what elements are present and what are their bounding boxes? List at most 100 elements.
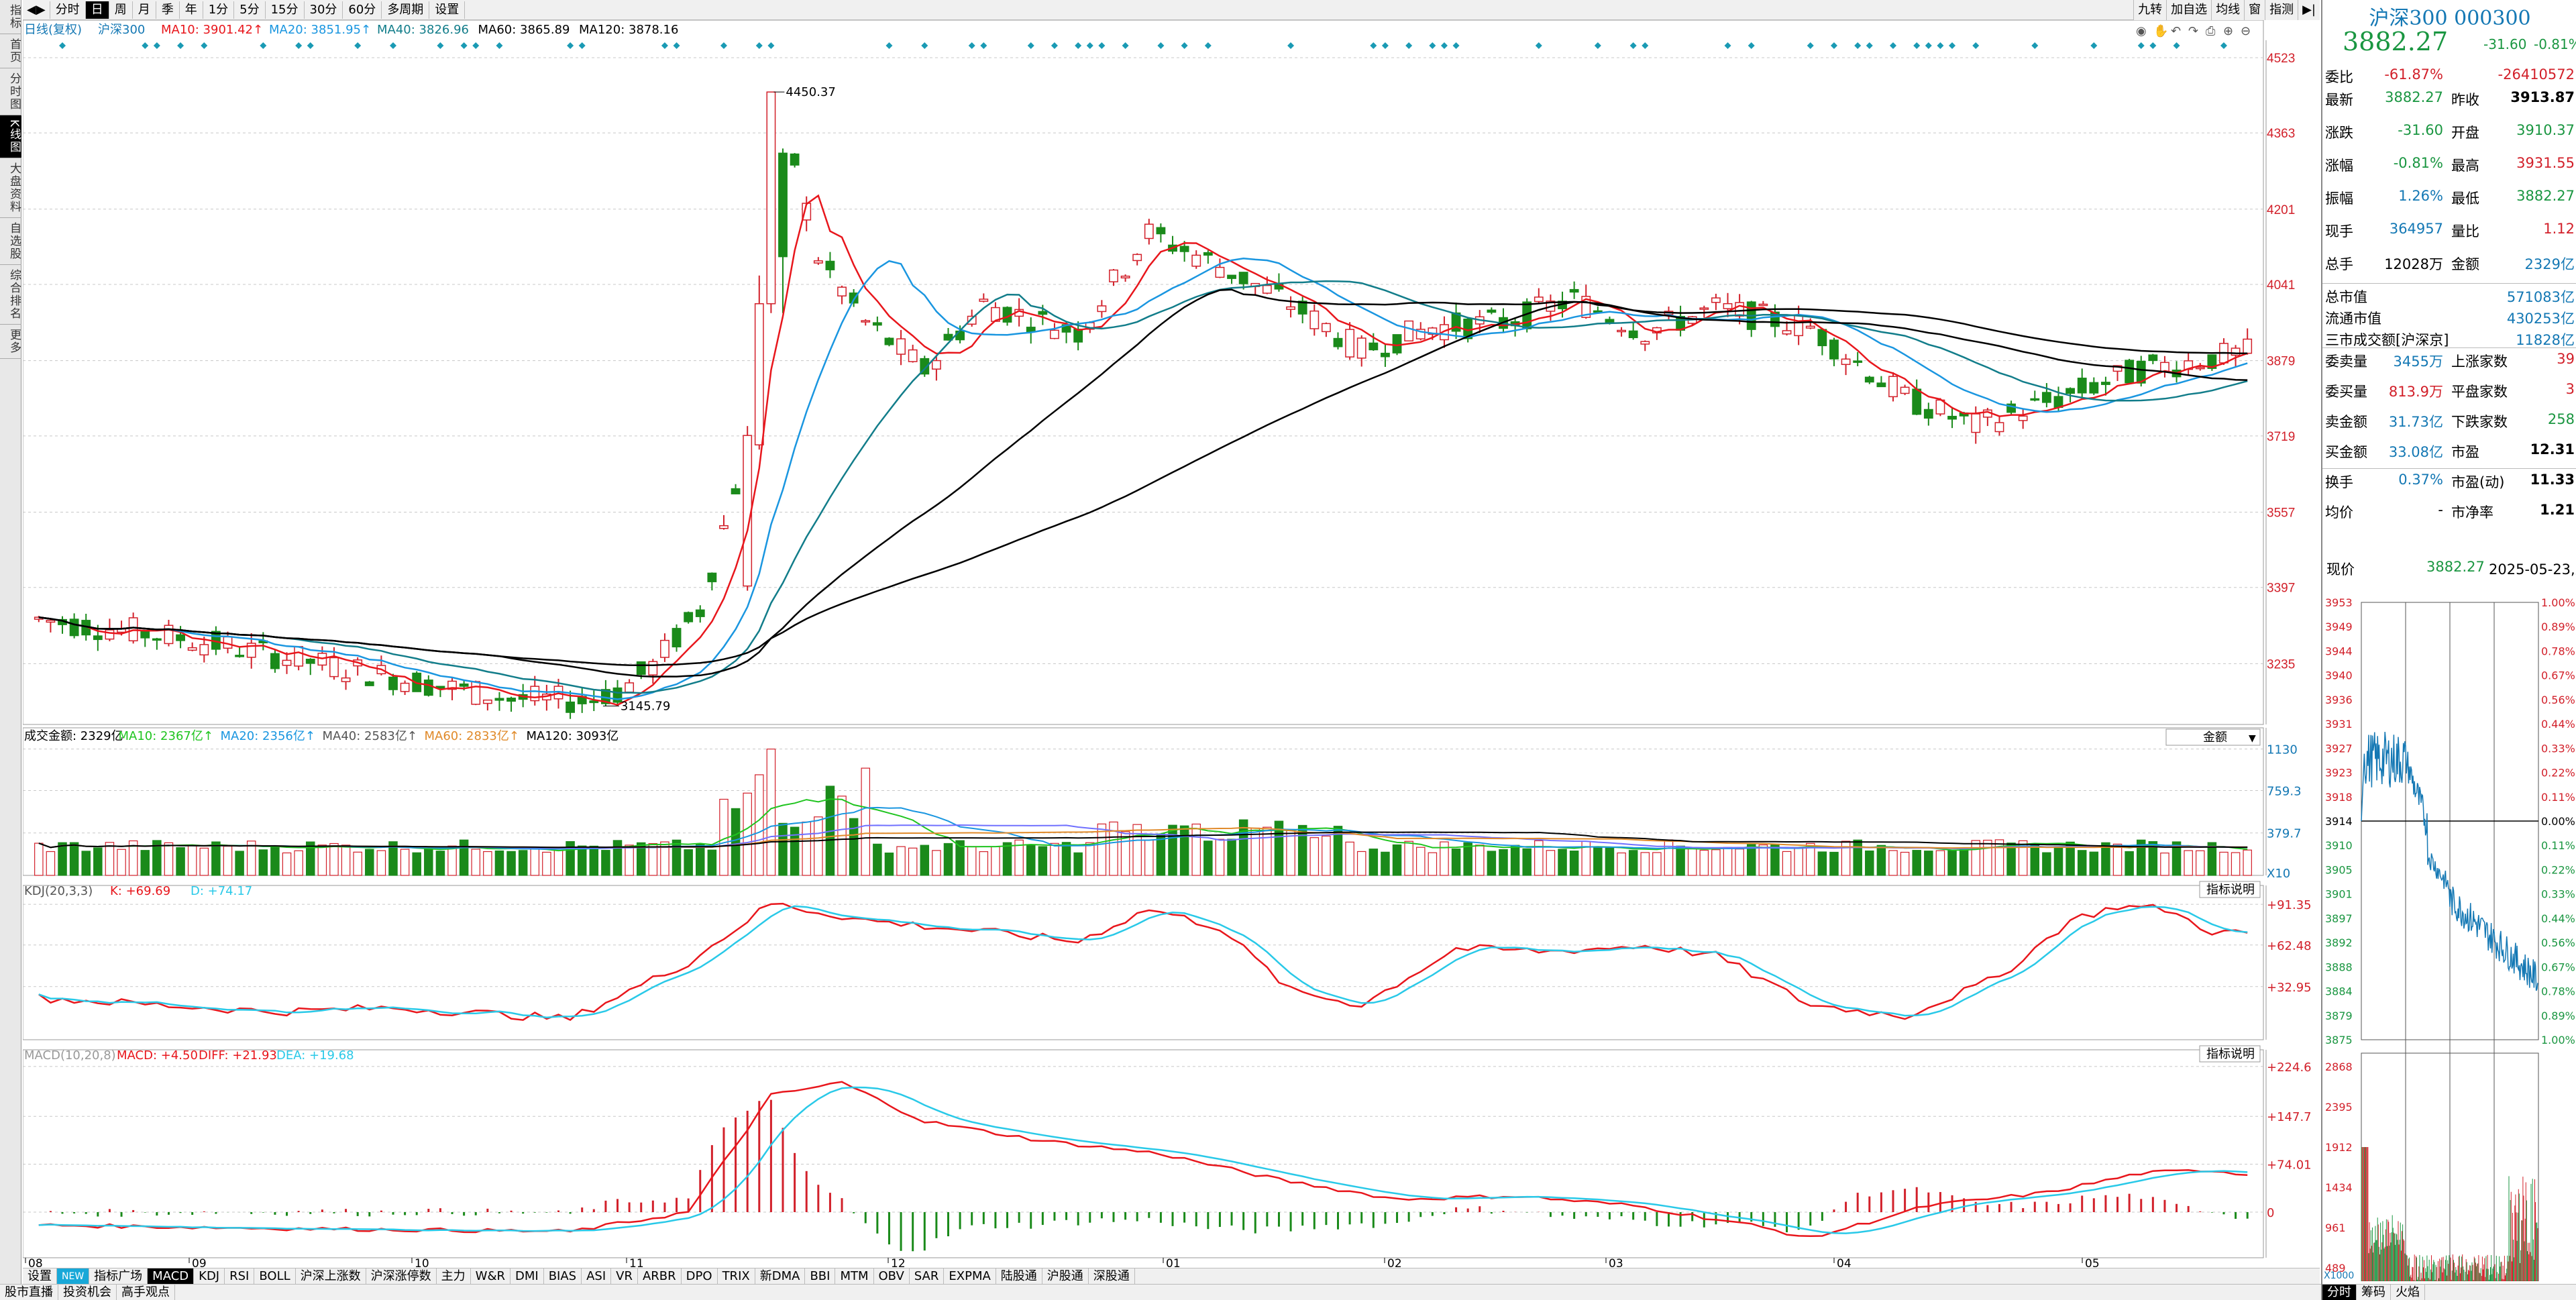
volume-bar — [1203, 841, 1213, 876]
month-label: 09 — [192, 1257, 207, 1268]
intraday-mini-chart[interactable]: 3953 1.00% 3949 0.89% 3944 0.78% 3940 0.67% 3936… — [2322, 584, 2576, 1281]
period-tab-7[interactable]: 5分 — [234, 1, 266, 19]
signal-diamond-icon — [1925, 42, 1932, 49]
period-tab-4[interactable]: 季 — [156, 1, 180, 19]
period-tab-6[interactable]: 1分 — [203, 1, 235, 19]
candle-body — [1144, 223, 1154, 239]
volume-bar — [1392, 844, 1402, 876]
indicator-tab-4[interactable]: KDJ — [194, 1268, 225, 1285]
indicator-tab-2[interactable]: 指标广场 — [89, 1268, 148, 1285]
kline-chart-area[interactable]: 4523 4363 4201 4041 3879 3719 3557 3397 3235 4450… — [23, 20, 2320, 1268]
top-right-button-0[interactable]: 九转 — [2133, 0, 2167, 20]
kline-chart-svg[interactable]: 4523 4363 4201 4041 3879 3719 3557 3397 3235 4450… — [23, 20, 2320, 1268]
top-right-button-2[interactable]: 均线 — [2211, 0, 2245, 20]
ma40-line — [38, 280, 2248, 694]
quote-panel: 沪深300 000300 3882.27 -31.60 -0.81% 委比 -61… — [2321, 0, 2576, 1300]
period-tab-0[interactable]: 分时 — [50, 1, 86, 19]
indicator-tab-18[interactable]: 新DMA — [755, 1268, 806, 1285]
indicator-tab-26[interactable]: 深股通 — [1089, 1268, 1135, 1285]
signal-diamond-icon — [1594, 42, 1601, 49]
indicator-tab-13[interactable]: ASI — [582, 1268, 612, 1285]
ma-legend-5: MA60: 3865.89 — [478, 23, 570, 37]
bottom-info-tab-2[interactable]: 高手观点 — [117, 1285, 175, 1300]
volume-bar — [1415, 847, 1426, 876]
indicator-tab-7[interactable]: 沪深上涨数 — [296, 1268, 366, 1285]
mini-tab-1[interactable]: 筹码 — [2357, 1285, 2391, 1300]
volume-bar — [376, 850, 386, 876]
period-tab-2[interactable]: 周 — [109, 1, 133, 19]
volume-bar — [34, 843, 44, 876]
indicator-tab-5[interactable]: RSI — [225, 1268, 255, 1285]
sidebar-item-1[interactable]: 首页 — [0, 34, 21, 68]
indicator-tab-25[interactable]: 沪股通 — [1042, 1268, 1089, 1285]
bottom-info-tab-0[interactable]: 股市直播 — [0, 1285, 58, 1300]
period-tab-10[interactable]: 60分 — [343, 1, 382, 19]
top-right-button-4[interactable]: 指测 — [2265, 0, 2298, 20]
candle-body — [979, 299, 989, 302]
quote-value: 430253亿 — [2506, 311, 2575, 327]
volume-bar — [152, 840, 162, 876]
mini-tab-2[interactable]: 火焰 — [2391, 1285, 2425, 1300]
period-tab-11[interactable]: 多周期 — [382, 1, 430, 19]
indicator-tab-22[interactable]: SAR — [910, 1268, 945, 1285]
indicator-tab-11[interactable]: DMI — [511, 1268, 544, 1285]
sidebar-item-3[interactable]: K线图 — [0, 115, 21, 159]
indicator-tab-15[interactable]: ARBR — [638, 1268, 682, 1285]
indicator-tab-8[interactable]: 沪深涨停数 — [366, 1268, 437, 1285]
indicator-tab-20[interactable]: MTM — [835, 1268, 874, 1285]
volume-bar — [1499, 849, 1508, 876]
kdj-legend-k: K: +69.69 — [110, 884, 170, 898]
price-axis-label: 3235 — [2267, 657, 2295, 671]
indicator-tab-21[interactable]: OBV — [874, 1268, 910, 1285]
indicator-tab-9[interactable]: 主力 — [437, 1268, 471, 1285]
vol-legend-1: MA10: 2367亿↑ — [119, 729, 213, 743]
indicator-tab-12[interactable]: BIAS — [544, 1268, 582, 1285]
period-tab-8[interactable]: 15分 — [266, 1, 305, 19]
indicator-tab-14[interactable]: VR — [611, 1268, 638, 1285]
indicator-tab-23[interactable]: EXPMA — [944, 1268, 996, 1285]
indicator-tab-24[interactable]: 陆股通 — [996, 1268, 1042, 1285]
sidebar-item-2[interactable]: 分时图 — [0, 68, 21, 115]
volume-bar — [1522, 848, 1532, 876]
volume-bar — [1250, 827, 1260, 876]
candle-body — [2077, 378, 2087, 394]
period-tab-9[interactable]: 30分 — [305, 1, 343, 19]
sidebar-item-5[interactable]: 自选股 — [0, 218, 21, 266]
volume-bar — [1002, 842, 1012, 876]
volume-bar — [695, 844, 705, 876]
indicator-tab-17[interactable]: TRIX — [718, 1268, 755, 1285]
indicator-tab-19[interactable]: BBI — [805, 1268, 836, 1285]
indicator-tab-0[interactable]: 设置 — [23, 1268, 57, 1285]
sidebar-item-6[interactable]: 综合排名 — [0, 265, 21, 325]
indicator-tab-3[interactable]: MACD — [148, 1268, 195, 1285]
sidebar-item-0[interactable]: 指标 — [0, 0, 21, 34]
bottom-info-tab-1[interactable]: 投资机会 — [58, 1285, 117, 1300]
period-tab-5[interactable]: 年 — [180, 1, 203, 19]
next-arrow-icon[interactable]: ▶| — [2298, 0, 2320, 20]
sidebar-item-7[interactable]: 更多 — [0, 325, 21, 360]
indicator-tab-1[interactable]: NEW — [57, 1268, 90, 1285]
candle-body — [1853, 360, 1863, 363]
candle-body — [1534, 296, 1544, 303]
candle-body — [1569, 288, 1579, 293]
prev-arrow-icon[interactable]: ◀▶ — [23, 1, 50, 19]
mini-left-axis-label: 3940 — [2325, 669, 2353, 682]
volume-bar — [932, 850, 941, 876]
price-axis-label: 3397 — [2267, 582, 2295, 596]
volume-bar — [1983, 839, 1992, 876]
indicator-tab-6[interactable]: BOLL — [254, 1268, 296, 1285]
quote-row: 三市成交额[沪深京] 11828亿 — [2322, 327, 2576, 348]
top-right-button-3[interactable]: 窗 — [2244, 0, 2265, 20]
top-right-button-1[interactable]: 加自选 — [2166, 0, 2212, 20]
signal-diamond-icon — [1629, 42, 1637, 49]
indicator-tab-16[interactable]: DPO — [682, 1268, 718, 1285]
period-tab-1[interactable]: 日 — [85, 1, 109, 19]
quote-row: 委比 -61.87% -26410572 — [2322, 64, 2576, 85]
vol-axis-label: X10 — [2267, 867, 2290, 881]
indicator-tab-10[interactable]: W&R — [471, 1268, 511, 1285]
signal-diamond-icon — [201, 42, 208, 49]
mini-tab-0[interactable]: 分时 — [2322, 1285, 2357, 1300]
period-tab-12[interactable]: 设置 — [429, 1, 466, 19]
period-tab-3[interactable]: 月 — [133, 1, 156, 19]
sidebar-item-4[interactable]: 大盘资料 — [0, 158, 21, 219]
